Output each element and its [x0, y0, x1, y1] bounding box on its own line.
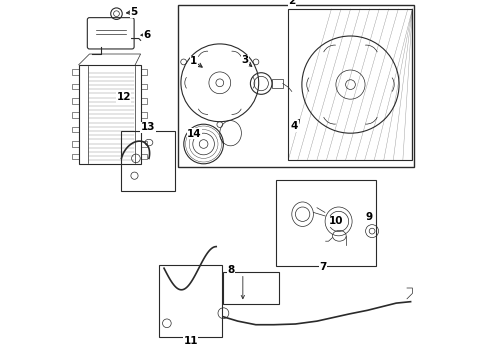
Text: 3: 3: [242, 55, 248, 66]
Text: 5: 5: [130, 7, 138, 17]
Bar: [121, 131, 175, 191]
Bar: [159, 265, 221, 337]
Bar: [223, 272, 279, 304]
Text: 13: 13: [141, 122, 155, 132]
Text: 8: 8: [228, 265, 235, 275]
Text: 12: 12: [117, 92, 131, 102]
Bar: [275, 180, 376, 266]
Text: 9: 9: [366, 212, 373, 222]
Text: 4: 4: [291, 121, 298, 131]
Text: 6: 6: [144, 30, 151, 40]
Text: 1: 1: [190, 56, 197, 66]
Text: 7: 7: [319, 262, 326, 272]
Text: 10: 10: [329, 216, 343, 226]
Bar: [178, 5, 414, 167]
Text: 11: 11: [183, 336, 198, 346]
Text: 14: 14: [187, 129, 202, 139]
Text: 2: 2: [288, 0, 295, 6]
